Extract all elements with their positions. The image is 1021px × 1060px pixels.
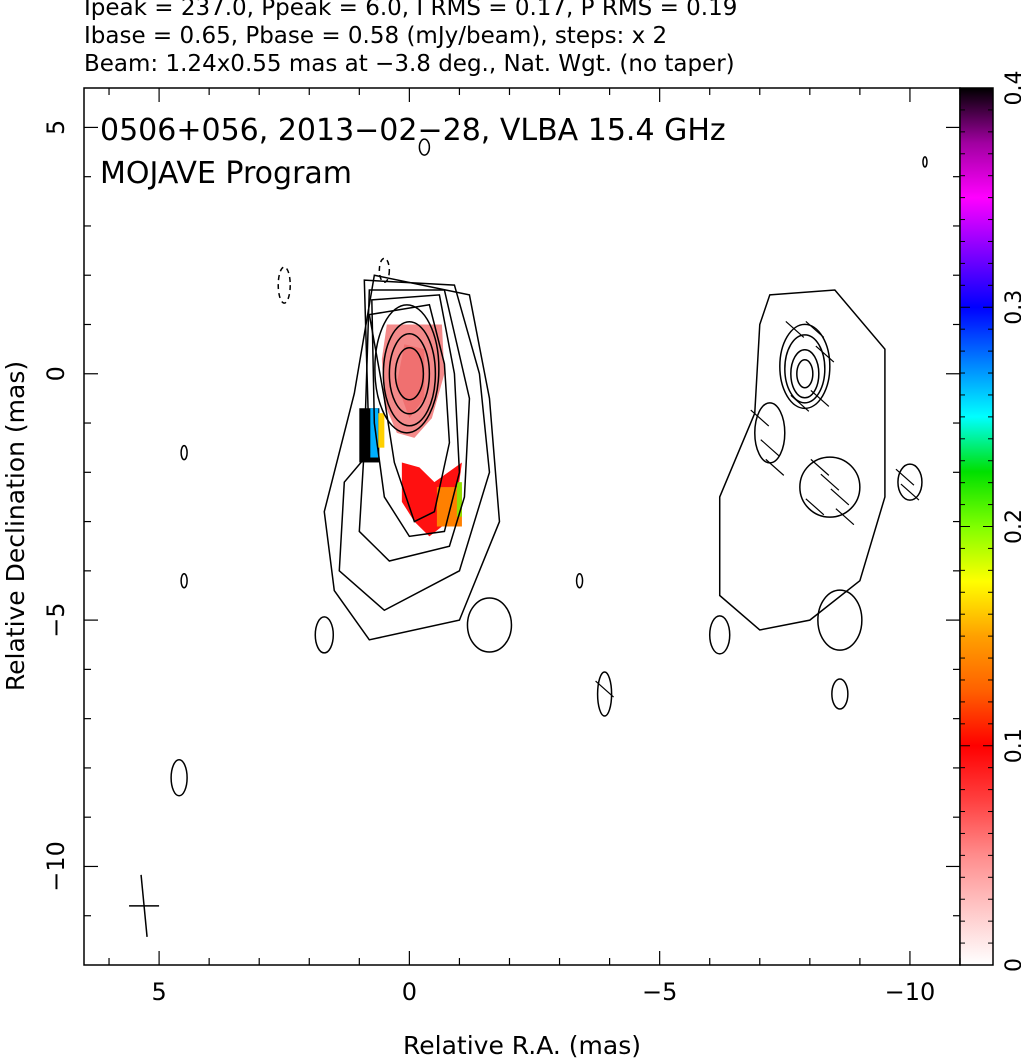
pol-edge-blue [370, 408, 379, 458]
intensity-contour-island [180, 572, 188, 589]
pol-contour [796, 359, 814, 389]
evpa-vector [895, 468, 915, 486]
intensity-contour [371, 294, 461, 538]
pol-jet-green [456, 482, 462, 517]
pol-core-inner [396, 344, 425, 419]
chart-subtitle: MOJAVE Program [100, 156, 352, 191]
header-line-3: Beam: 1.24x0.55 mas at −3.8 deg., Nat. W… [84, 51, 735, 77]
evpa-vector [815, 345, 835, 363]
pol-contour-outer [718, 289, 886, 631]
evpa-vector [810, 458, 830, 476]
header-line-2: Ibase = 0.65, Pbase = 0.58 (mJy/beam), s… [84, 23, 668, 49]
y-axis-label: Relative Declination (mas) [1, 361, 30, 691]
header-line-1: Ipeak = 237.0, Ppeak = 6.0, I RMS = 0.17… [84, 0, 738, 21]
intensity-contour [374, 304, 440, 434]
colorbar-tick-label: 0.3 [1002, 290, 1021, 325]
intensity-contour [368, 303, 451, 523]
pol-contour-island [708, 615, 731, 655]
evpa-vector [750, 409, 770, 427]
negative-contour [277, 266, 291, 304]
plot-frame [83, 87, 961, 966]
pol-contour [779, 323, 831, 410]
pol-contour-hatched [754, 402, 786, 464]
evpa-vector [805, 320, 825, 338]
evpa-vector [595, 680, 614, 698]
intensity-contour-island [170, 759, 188, 797]
intensity-contour [323, 274, 501, 641]
y-tick-label: 5 [42, 120, 70, 135]
y-tick-label: −10 [42, 841, 70, 892]
intensity-contour [388, 333, 431, 415]
pol-contour [790, 349, 820, 399]
evpa-vector [830, 488, 850, 506]
y-tick-label: 0 [42, 366, 70, 381]
evpa-vector [765, 458, 785, 476]
evpa-vector [760, 439, 780, 457]
axis-ticks [84, 87, 993, 966]
negative-contour [378, 257, 391, 284]
intensity-contour [382, 321, 437, 427]
pol-contour [784, 334, 826, 404]
colorbar-tick-label: 0 [1002, 958, 1021, 972]
pol-contour-hatched [799, 456, 861, 518]
x-tick-label: −5 [642, 978, 677, 1006]
evpa-vector [785, 320, 805, 338]
pol-contour-island [831, 678, 849, 710]
intensity-contour [358, 289, 471, 562]
intensity-contour [338, 279, 491, 612]
tick-labels: 5 0 −5 −10 5 0 −5 −10 0 0.1 0.2 0.3 0.4 [42, 71, 1021, 1007]
x-axis-label: Relative R.A. (mas) [403, 1031, 641, 1060]
pol-contour-island [817, 589, 863, 651]
x-tick-label: 5 [151, 978, 166, 1006]
intensity-contour-island [314, 616, 335, 654]
colorbar-tick-label: 0.4 [1002, 71, 1021, 106]
pol-contour-island [922, 156, 928, 168]
pol-edge-yellow [378, 413, 385, 448]
evpa-vector [835, 508, 855, 526]
evpa-vector [820, 473, 840, 491]
map-marks [129, 138, 928, 937]
evpa-vector [805, 498, 825, 516]
intensity-contour-island [466, 597, 513, 653]
pol-contour-island [897, 463, 923, 501]
evpa-vector [790, 394, 810, 412]
colorbar-tick-label: 0.1 [1002, 728, 1021, 763]
colorbar-tick-label: 0.2 [1002, 509, 1021, 544]
evpa-vector [900, 483, 920, 501]
chart-title: 0506+056, 2013−02−28, VLBA 15.4 GHz [100, 113, 726, 148]
intensity-contour [394, 347, 425, 401]
intensity-contour-island [180, 444, 188, 461]
intensity-contour-island [575, 572, 584, 589]
pol-contour-island [418, 138, 431, 156]
y-tick-label: −5 [42, 602, 70, 637]
x-tick-label: 0 [402, 978, 417, 1006]
intensity-contour-island [596, 671, 613, 717]
x-tick-label: −10 [885, 978, 936, 1006]
evpa-vector [810, 389, 830, 407]
